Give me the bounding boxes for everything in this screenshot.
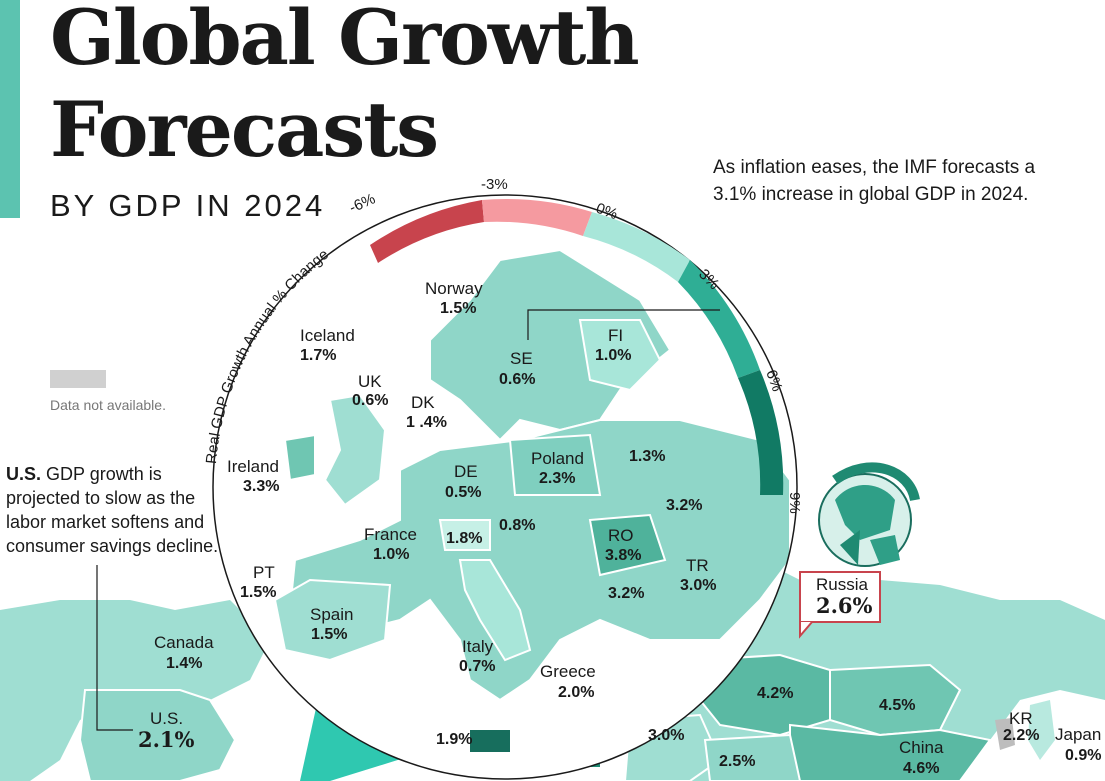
label-japan-value: 0.9% — [1065, 747, 1101, 764]
globe-icon — [818, 462, 920, 567]
label-iceland-name: Iceland — [300, 326, 355, 345]
scale-tick-9: 9% — [786, 492, 803, 514]
label-canada-name: Canada — [154, 633, 214, 652]
label-ukraine-value: 3.2% — [666, 497, 702, 514]
label-de-value: 0.5% — [445, 484, 481, 501]
label-middle-east-value: 3.0% — [648, 727, 684, 744]
no-data-swatch — [50, 370, 106, 388]
region-iberia — [273, 578, 392, 662]
label-russia-value: 2.6% — [816, 593, 873, 618]
label-central-asia-value: 4.2% — [757, 685, 793, 702]
label-tr-name: TR — [686, 556, 709, 575]
label-pt-name: PT — [253, 563, 275, 582]
se-leader-line — [527, 309, 720, 340]
label-ireland-value: 3.3% — [243, 478, 279, 495]
us-note-bold: U.S. — [6, 464, 42, 484]
label-canada-value: 1.4% — [166, 655, 202, 672]
label-italy-name: Italy — [462, 637, 494, 656]
scale-tick-6: 6% — [762, 368, 785, 394]
scale-segment-pos-mid — [678, 260, 760, 378]
label-poland-name: Poland — [531, 449, 584, 468]
us-leader-line — [96, 565, 133, 731]
label-ro-value: 3.8% — [605, 547, 641, 564]
region-switzerland — [438, 519, 491, 551]
label-spain-name: Spain — [310, 605, 353, 624]
region-japan — [1028, 700, 1055, 760]
label-japan-name: Japan — [1055, 725, 1101, 744]
label-france-value: 1.0% — [373, 546, 409, 563]
label-iceland-value: 1.7% — [300, 347, 336, 364]
label-uk-name: UK — [358, 372, 382, 391]
label-austria-value: 0.8% — [499, 517, 535, 534]
label-greece-value: 2.0% — [558, 684, 594, 701]
scale-tick-neg6: -6% — [347, 190, 378, 216]
label-norway-value: 1.5% — [440, 300, 476, 317]
label-algeria-value: 1.9% — [436, 731, 472, 748]
no-data-label: Data not available. — [50, 397, 166, 413]
region-us — [78, 689, 237, 781]
label-balkans-value: 3.2% — [608, 585, 644, 602]
accent-bar — [0, 0, 20, 218]
label-mongolia-value: 4.5% — [879, 697, 915, 714]
scale-segment-neg-light — [482, 198, 592, 236]
label-de-name: DE — [454, 462, 478, 481]
region-romania — [588, 513, 667, 577]
label-switzerland-value: 1.8% — [446, 530, 482, 547]
label-france-name: France — [364, 525, 417, 544]
label-kr-name: KR — [1009, 709, 1033, 728]
label-libya-name: Libya — [545, 711, 586, 730]
label-china-name: China — [899, 738, 944, 757]
label-pt-value: 1.5% — [240, 584, 276, 601]
page-title: Global Growth Forecasts — [50, 0, 640, 176]
region-uk — [323, 393, 387, 507]
scale-segment-pos-dark — [738, 370, 784, 495]
region-south-asia — [703, 733, 802, 781]
us-note: U.S. GDP growth is projected to slow as … — [6, 462, 221, 558]
russia-callout — [799, 571, 881, 639]
region-poland — [508, 433, 602, 496]
country-labels: Norway 1.5% Iceland 1.7% SE 0.6% FI 1.0%… — [138, 279, 1101, 777]
title-line-2: Forecasts — [50, 85, 439, 174]
subtitle: BY GDP IN 2024 — [50, 188, 326, 223]
label-baltic-value: 1.3% — [629, 448, 665, 465]
region-china — [789, 723, 992, 781]
scale-segment-pos-light — [583, 212, 690, 282]
label-norway-name: Norway — [425, 279, 483, 298]
title-line-1: Global Growth — [50, 0, 640, 82]
focus-circle — [212, 194, 798, 780]
region-algeria-in — [470, 730, 510, 752]
label-se-value: 0.6% — [499, 371, 535, 388]
label-se-name: SE — [510, 349, 533, 368]
label-libya-value: 7.5% — [537, 732, 594, 757]
label-us-name: U.S. — [150, 709, 183, 728]
scale-tick-0: 0% — [594, 200, 620, 223]
label-ireland-name: Ireland — [227, 457, 279, 476]
description-text: As inflation eases, the IMF forecasts a … — [713, 157, 1036, 205]
europe-map — [213, 195, 797, 779]
label-china-value: 4.6% — [903, 760, 939, 777]
label-italy-value: 0.7% — [459, 658, 495, 675]
label-kr-value: 2.2% — [1003, 727, 1039, 744]
label-poland-value: 2.3% — [539, 470, 575, 487]
label-dk-value: 1 .4% — [406, 414, 447, 431]
us-note-text: GDP growth is projected to slow as the l… — [6, 464, 219, 556]
region-korea — [995, 718, 1015, 750]
label-russia-name: Russia — [816, 575, 869, 594]
label-dk-name: DK — [411, 393, 435, 412]
label-fi-value: 1.0% — [595, 347, 631, 364]
region-italy — [458, 559, 532, 662]
label-tr-value: 3.0% — [680, 577, 716, 594]
label-us-value: 2.1% — [138, 727, 195, 752]
region-ireland — [283, 433, 316, 482]
scale-tick-neg3: -3% — [481, 176, 508, 193]
label-uk-value: 0.6% — [352, 392, 388, 409]
label-greece-name: Greece — [540, 662, 596, 681]
scale-segment-neg-dark — [370, 200, 484, 263]
region-finland — [578, 319, 662, 392]
label-fi-name: FI — [608, 326, 623, 345]
label-ro-name: RO — [608, 526, 634, 545]
label-spain-value: 1.5% — [311, 626, 347, 643]
label-south-asia-value: 2.5% — [719, 753, 755, 770]
